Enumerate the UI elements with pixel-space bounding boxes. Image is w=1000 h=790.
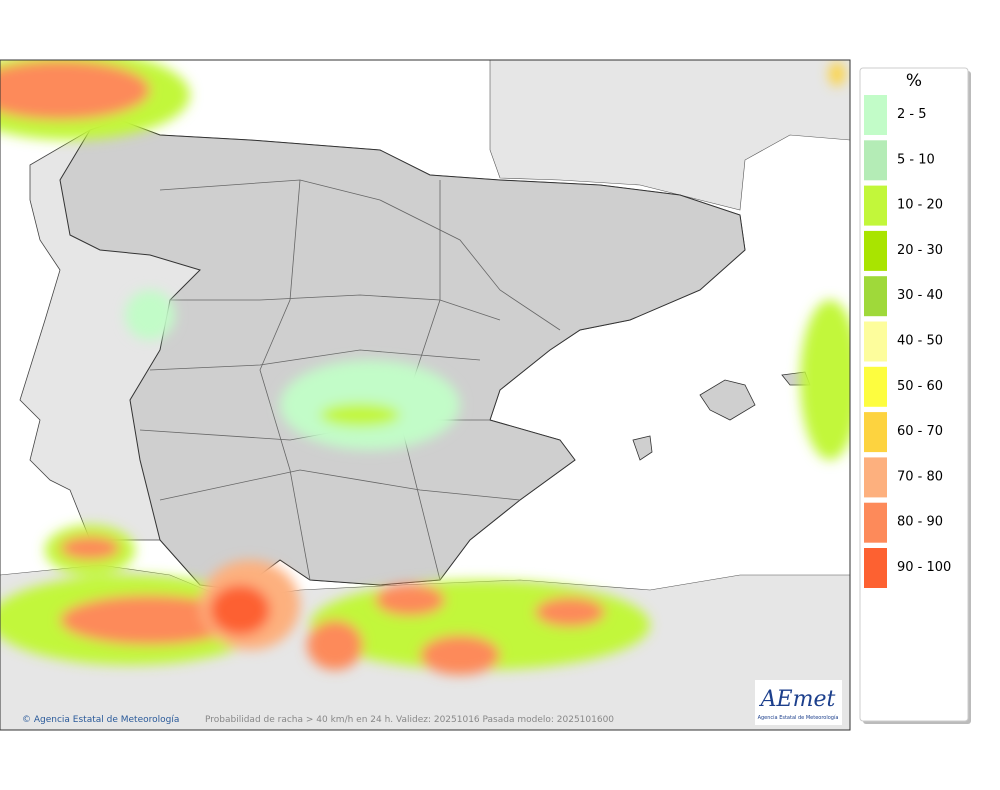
legend-label: 60 - 70 [897, 424, 943, 439]
legend-swatch [864, 140, 887, 181]
legend-swatch [864, 276, 887, 317]
legend-label: 80 - 90 [897, 515, 943, 530]
caption: Probabilidad de racha > 40 km/h en 24 h.… [205, 715, 614, 725]
legend-swatch [864, 321, 887, 362]
credit: © Agencia Estatal de Meteorología [22, 715, 179, 725]
legend-swatch [864, 548, 887, 588]
legend-label: 20 - 30 [897, 243, 943, 258]
regional-borders [139, 179, 561, 581]
legend-label: 90 - 100 [897, 560, 951, 575]
legend-items: 2 - 5 5 - 10 10 - 20 20 - 30 30 - 40 40 - 50 5… [864, 95, 951, 588]
logo-subtitle: Agencia Estatal de Meteorología [758, 714, 839, 721]
legend-label: 40 - 50 [897, 334, 943, 349]
legend-label: 30 - 40 [897, 288, 943, 303]
legend-swatch [864, 412, 887, 453]
legend-swatch [864, 95, 887, 135]
map [0, 60, 850, 730]
legend-label: 50 - 60 [897, 379, 943, 394]
legend-swatch [864, 230, 887, 271]
legend-swatch [864, 457, 887, 498]
legend-title: % [906, 71, 922, 91]
legend-label: 70 - 80 [897, 469, 943, 484]
legend-swatch [864, 185, 887, 226]
legend-swatch [864, 366, 887, 407]
legend-label: 5 - 10 [897, 152, 935, 167]
logo-name: AEmet [759, 687, 836, 712]
legend-label: 10 - 20 [897, 198, 943, 213]
probability-field [0, 60, 850, 675]
legend-label: 2 - 5 [897, 107, 927, 122]
legend-swatch [864, 502, 887, 543]
logo-box [755, 680, 842, 725]
